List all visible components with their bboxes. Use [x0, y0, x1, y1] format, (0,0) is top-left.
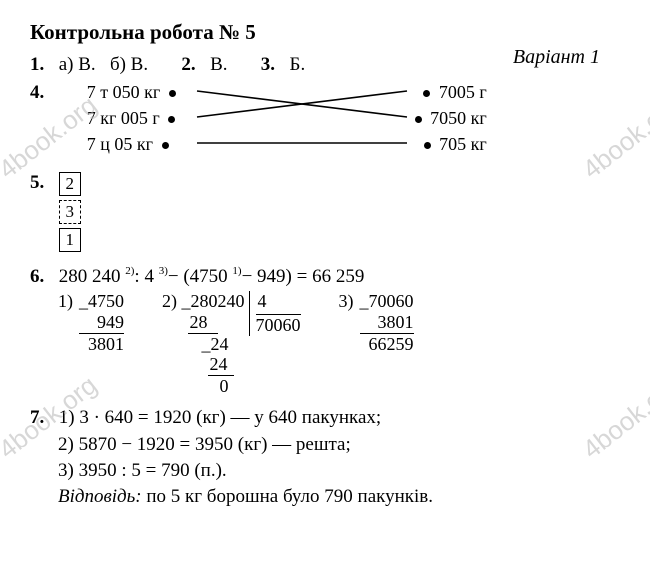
worksheet-page: Контрольна робота № 5 Варіант 1 1. а) В.…: [0, 0, 650, 519]
s2-l1: 28: [182, 312, 245, 333]
step1-label: 1): [58, 291, 73, 312]
q1-num: 1.: [30, 52, 54, 78]
s2-l4: 0: [182, 376, 245, 397]
minus-icon: _: [182, 291, 191, 311]
q4-num: 4.: [30, 80, 54, 106]
q6-num: 6.: [30, 264, 54, 290]
sup-1: 1): [232, 265, 241, 277]
sup-2: 2): [125, 265, 134, 277]
match-diagram: 7 т 050 кг 7 кг 005 г 7 ц 05 кг 7005 г 7…: [87, 80, 547, 160]
q3-num: 3.: [261, 52, 285, 78]
q3-ans: Б.: [290, 52, 306, 78]
sup-3: 3): [159, 265, 168, 277]
s3-b: 3801: [378, 312, 414, 332]
q5-box-0: 2: [59, 172, 81, 196]
q7-answer: Відповідь: по 5 кг борошна було 790 паку…: [58, 484, 620, 510]
q7-line3: 3) 3950 : 5 = 790 (п.).: [58, 458, 620, 484]
answer-label: Відповідь:: [58, 486, 142, 507]
s2-quotient: 70060: [256, 315, 301, 335]
q2-ans: В.: [210, 52, 227, 78]
minus-icon: _: [79, 291, 88, 312]
variant-label: Варіант 1: [513, 44, 600, 71]
q6-work: 1) _4750 949 3801 2) _280240 28 _24 24 0…: [58, 291, 620, 396]
q2-num: 2.: [181, 52, 205, 78]
s1-r: 3801: [88, 334, 124, 354]
s2-l2: 24: [211, 334, 229, 354]
page-title: Контрольна робота № 5: [30, 18, 620, 46]
step3-label: 3): [339, 291, 354, 312]
s1-a: 4750: [88, 291, 124, 311]
q6-step1: 1) _4750 949 3801: [58, 291, 124, 354]
q6-row: 6. 280 240 2): 4 3)− (4750 1)− 949) = 66…: [30, 264, 620, 290]
q5-box-1: 3: [59, 200, 81, 224]
minus-icon: _: [202, 334, 211, 354]
q6-step3: 3) _70060 3801 66259: [339, 291, 414, 354]
minus-icon: _: [360, 291, 369, 312]
s2-dividend: 280240: [191, 291, 245, 311]
step2-label: 2): [162, 291, 177, 311]
q7-row: 7. 1) 3 · 640 = 1920 (кг) — у 640 пакунк…: [30, 405, 620, 431]
q5-box-2: 1: [59, 228, 81, 252]
s1-b: 949: [97, 312, 124, 332]
s2-l3: 24: [182, 354, 245, 375]
q7-num: 7.: [30, 405, 54, 431]
s3-a: 70060: [369, 291, 414, 311]
q5-boxes: 2 3 1: [59, 170, 81, 254]
q1-b: б) В.: [110, 52, 148, 78]
answer-text: по 5 кг борошна було 790 пакунків.: [142, 486, 433, 507]
s3-r: 66259: [369, 334, 414, 354]
q5-num: 5.: [30, 170, 54, 196]
q7-line1: 1) 3 · 640 = 1920 (кг) — у 640 пакунках;: [59, 407, 381, 428]
match-lines: [87, 80, 547, 158]
q6-expr: 280 240 2): 4 3)− (4750 1)− 949) = 66 25…: [59, 266, 365, 287]
q1-a: а) В.: [59, 52, 96, 78]
q7-line2: 2) 5870 − 1920 = 3950 (кг) — решта;: [58, 432, 620, 458]
q5-row: 5. 2 3 1: [30, 170, 620, 254]
q4-row: 4. 7 т 050 кг 7 кг 005 г 7 ц 05 кг 7005 …: [30, 80, 620, 168]
s2-divisor: 4: [256, 291, 301, 315]
q6-step2: 2) _280240 28 _24 24 0 4 70060: [162, 291, 301, 396]
